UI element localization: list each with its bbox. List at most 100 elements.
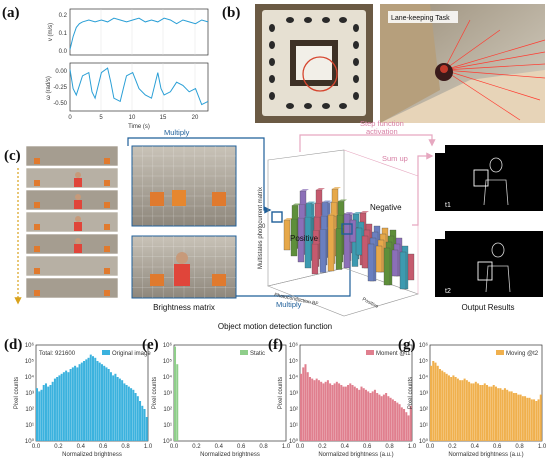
a-top-ylabel: v (m/s) <box>48 23 54 41</box>
brightness-matrix-label: Brightness matrix <box>153 303 215 312</box>
frame-person-body <box>74 244 82 253</box>
hist-bar <box>499 388 502 441</box>
step-function-label-1: Step function <box>360 119 404 128</box>
hist-bar <box>430 365 433 441</box>
hist-bar <box>445 373 448 441</box>
hist-bar <box>335 381 338 441</box>
hist-axes <box>173 344 287 442</box>
robot-lidar <box>440 65 448 73</box>
hist-bar <box>100 364 103 441</box>
negative-bar <box>407 253 415 281</box>
hist-bar <box>394 401 397 441</box>
hist-ytick: 10⁴ <box>419 374 429 381</box>
hist-bar <box>450 377 453 441</box>
hist-bar <box>315 378 318 441</box>
hist-bar <box>356 388 359 441</box>
hist-xtick: 0.6 <box>363 444 372 450</box>
positive-selection-box <box>271 211 283 223</box>
hist-bar <box>387 396 390 441</box>
hist-bar <box>302 367 305 441</box>
video-frame <box>25 277 119 299</box>
a-top-grid <box>100 9 196 55</box>
output-t1-box <box>473 169 489 187</box>
hist-bar <box>436 365 439 441</box>
a-bottom-axes <box>69 62 209 112</box>
hist-bar <box>85 359 88 441</box>
hist-bar <box>308 377 311 441</box>
frame-cushion <box>104 268 110 274</box>
negative-bar <box>355 227 363 256</box>
hist-bar <box>40 389 43 441</box>
hist-xtick: 0.0 <box>426 444 435 450</box>
hist-bar <box>89 354 92 441</box>
hist-bar <box>333 383 336 441</box>
hist-bar <box>512 393 515 441</box>
hist-ytick: 10⁶ <box>419 342 429 349</box>
hist-bar <box>468 381 471 441</box>
function-title: Object motion detection function <box>218 322 332 331</box>
hist-bar <box>322 383 325 441</box>
output-t1-label: t1 <box>445 202 451 209</box>
hist-xlabel: Normalized brightness (a.u.) <box>448 452 523 458</box>
hist-ytick: 10¹ <box>25 423 34 429</box>
hist-bar <box>71 367 74 441</box>
video-frame <box>25 167 119 189</box>
panel-g-label: (g) <box>398 337 416 353</box>
hist-bar <box>447 375 450 441</box>
negative-bar <box>361 235 369 269</box>
a-bottom-grid <box>100 63 196 111</box>
hist-xtick: 0.6 <box>237 444 246 450</box>
step-function-label-2: activation <box>366 127 398 136</box>
hist-bar <box>331 385 334 441</box>
hist-bar <box>60 373 63 441</box>
hist-bar <box>51 381 54 441</box>
hist-bar <box>364 389 367 441</box>
frame-person-head <box>75 216 81 222</box>
chart-ylabel: Multistates photocurrent matrix <box>258 187 264 269</box>
hist-bar <box>486 385 489 441</box>
hist-xtick: 0.0 <box>170 444 179 450</box>
positive-bar <box>327 214 335 272</box>
hist-bar <box>398 404 401 441</box>
hist-bar <box>515 393 518 441</box>
hist-bar <box>400 407 403 441</box>
hist-bar <box>407 415 410 441</box>
panel-d-label: (d) <box>4 337 22 353</box>
hist-xtick: 0.0 <box>296 444 305 450</box>
output-t2-box <box>477 261 493 281</box>
video-frame <box>25 189 119 211</box>
hist-bar <box>83 361 86 441</box>
positive-bar <box>311 243 319 275</box>
hist-bar <box>481 385 484 441</box>
hist-bar <box>114 373 117 441</box>
negative-bar <box>383 247 391 286</box>
hist-bar <box>373 389 376 441</box>
chart-bars <box>283 187 415 290</box>
hist-xtick: 1.0 <box>408 444 417 450</box>
hist-bar <box>403 409 406 441</box>
hist-ylabel: Pixel counts <box>408 377 414 409</box>
bar-top <box>291 217 300 219</box>
multiply-bottom-label: Multiply <box>276 300 302 309</box>
hist-bar <box>143 409 146 441</box>
hist-bar <box>98 362 101 441</box>
hist-bar <box>396 402 399 441</box>
frame-strip <box>25 145 119 299</box>
hist-bar <box>483 383 486 441</box>
hist-ylabel: Pixel counts <box>278 377 284 409</box>
hist-xtick: 0.6 <box>99 444 108 450</box>
bar-top <box>328 213 337 215</box>
bar-top <box>299 202 308 205</box>
bar-top <box>315 201 324 204</box>
hist-ytick: 10⁵ <box>163 358 173 365</box>
bar-top <box>313 228 322 231</box>
frame-cushion <box>34 202 40 208</box>
positive-label: Positive <box>290 234 319 243</box>
bar-top <box>305 215 314 217</box>
track-path-circle <box>302 56 338 92</box>
hist-bar <box>69 369 72 441</box>
frame-cushion <box>34 180 40 186</box>
frame-cushion <box>34 268 40 274</box>
legend-swatch <box>102 350 110 355</box>
